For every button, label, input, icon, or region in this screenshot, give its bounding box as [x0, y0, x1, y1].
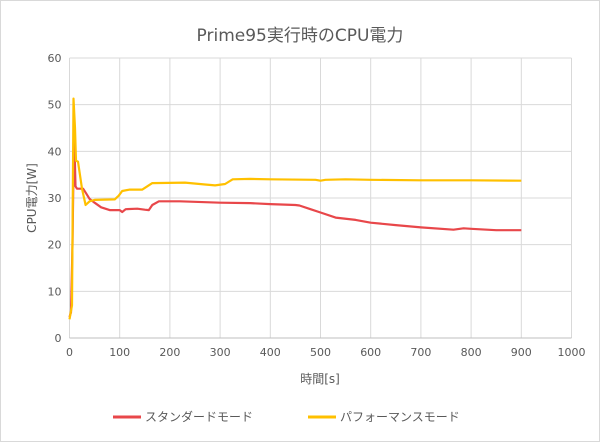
- x-tick-label: 0: [66, 346, 73, 359]
- x-tick-label: 700: [410, 346, 431, 359]
- y-axis-label: CPU電力[W]: [25, 163, 39, 233]
- x-tick-label: 200: [159, 346, 180, 359]
- y-tick-label: 60: [48, 52, 62, 65]
- series-line-1: [68, 97, 522, 320]
- y-tick-label: 10: [48, 285, 62, 298]
- series-line-0: [68, 126, 522, 318]
- x-tick-label: 100: [109, 346, 130, 359]
- series-lines: [68, 97, 522, 320]
- y-tick-label: 20: [48, 239, 62, 252]
- y-tick-label: 30: [48, 192, 62, 205]
- y-tick-label: 0: [55, 332, 62, 345]
- x-tick-label: 1000: [558, 346, 586, 359]
- x-tick-label: 300: [210, 346, 231, 359]
- gridlines: [69, 57, 572, 339]
- chart-title: Prime95実行時のCPU電力: [197, 26, 404, 46]
- x-tick-label: 800: [461, 346, 482, 359]
- x-tick-label: 600: [360, 346, 381, 359]
- legend-label-performance: パフォーマンスモード: [340, 410, 460, 424]
- x-axis-label: 時間[s]: [300, 372, 340, 386]
- x-tick-label: 400: [260, 346, 281, 359]
- y-tick-label: 40: [48, 145, 62, 158]
- legend-label-standard: スタンダードモード: [145, 409, 253, 424]
- x-tick-label: 500: [310, 346, 331, 359]
- x-tick-label: 900: [511, 346, 532, 359]
- legend: スタンダードモード パフォーマンスモード: [113, 409, 460, 424]
- y-tick-label: 50: [48, 99, 62, 112]
